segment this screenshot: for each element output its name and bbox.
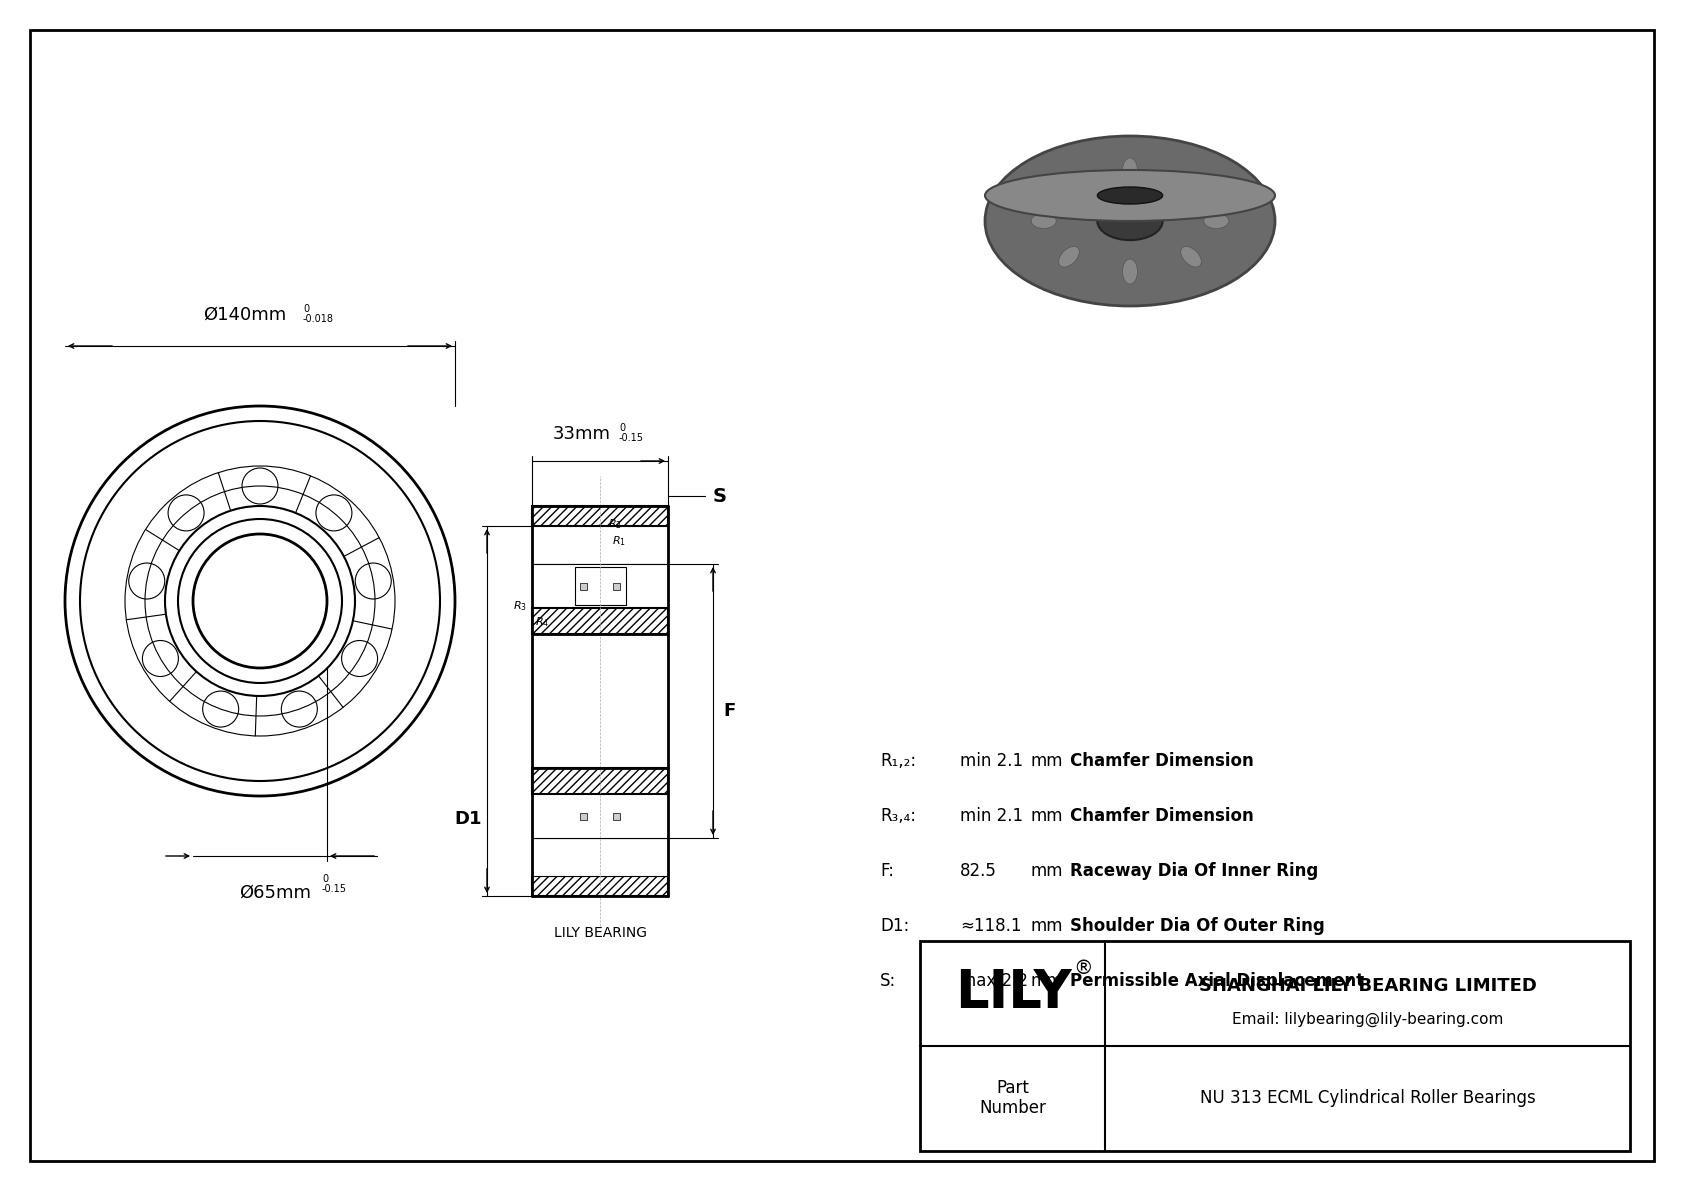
Text: 0: 0 (620, 423, 625, 434)
Text: 0: 0 (322, 874, 328, 884)
Text: Ø140mm: Ø140mm (204, 306, 286, 324)
Ellipse shape (1123, 158, 1137, 183)
Text: D1: D1 (455, 810, 482, 828)
Ellipse shape (1123, 260, 1137, 285)
Bar (574, 567, 625, 605)
Text: min 2.1: min 2.1 (960, 752, 1024, 771)
Text: $R_2$: $R_2$ (608, 517, 621, 531)
Text: ®: ® (1073, 960, 1093, 979)
Bar (532, 768, 669, 794)
Bar (919, 941, 1630, 1151)
Text: D1:: D1: (881, 917, 909, 935)
Text: -0.15: -0.15 (322, 884, 347, 894)
Bar (532, 506, 669, 526)
Text: mm: mm (1031, 807, 1063, 825)
Ellipse shape (985, 136, 1275, 306)
Bar (532, 877, 669, 896)
Text: 0: 0 (303, 304, 310, 314)
Ellipse shape (1180, 247, 1201, 267)
Bar (532, 526, 669, 565)
Ellipse shape (1204, 213, 1229, 229)
Text: NU 313 ECML Cylindrical Roller Bearings: NU 313 ECML Cylindrical Roller Bearings (1199, 1089, 1536, 1106)
Ellipse shape (1059, 175, 1079, 195)
Ellipse shape (1098, 187, 1162, 204)
Text: R₁,₂:: R₁,₂: (881, 752, 916, 771)
Text: mm: mm (1031, 917, 1063, 935)
Text: Raceway Dia Of Inner Ring: Raceway Dia Of Inner Ring (1069, 862, 1319, 880)
Text: Ø65mm: Ø65mm (239, 884, 312, 902)
Ellipse shape (1180, 175, 1201, 195)
Ellipse shape (985, 170, 1275, 222)
Bar (532, 506, 669, 526)
Text: 33mm: 33mm (552, 425, 611, 443)
Text: SHANGHAI LILY BEARING LIMITED: SHANGHAI LILY BEARING LIMITED (1199, 977, 1536, 994)
Text: F: F (722, 701, 736, 721)
Text: ≈118.1: ≈118.1 (960, 917, 1022, 935)
Bar (532, 565, 669, 838)
Bar (613, 582, 620, 590)
Text: S:: S: (881, 972, 896, 990)
Text: Shoulder Dia Of Outer Ring: Shoulder Dia Of Outer Ring (1069, 917, 1325, 935)
Bar (532, 877, 669, 896)
Ellipse shape (1059, 247, 1079, 267)
Text: Chamfer Dimension: Chamfer Dimension (1069, 807, 1255, 825)
Text: min 2.1: min 2.1 (960, 807, 1024, 825)
Text: -0.15: -0.15 (620, 434, 643, 443)
Text: max 2.2: max 2.2 (960, 972, 1027, 990)
Text: mm: mm (1031, 862, 1063, 880)
Text: $R_4$: $R_4$ (536, 616, 549, 629)
Ellipse shape (1098, 202, 1162, 241)
Text: 82.5: 82.5 (960, 862, 997, 880)
Text: Chamfer Dimension: Chamfer Dimension (1069, 752, 1255, 771)
Text: mm: mm (1031, 752, 1063, 771)
Text: $R_1$: $R_1$ (611, 535, 626, 548)
Text: LILY BEARING: LILY BEARING (554, 925, 647, 940)
Bar (532, 607, 669, 634)
Text: LILY: LILY (955, 967, 1071, 1019)
Text: $R_3$: $R_3$ (514, 599, 527, 613)
Text: F:: F: (881, 862, 894, 880)
Bar (532, 607, 669, 634)
Text: mm: mm (1031, 972, 1063, 990)
Text: R₃,₄:: R₃,₄: (881, 807, 916, 825)
Text: Email: lilybearing@lily-bearing.com: Email: lilybearing@lily-bearing.com (1231, 1011, 1504, 1027)
Bar (579, 582, 586, 590)
Ellipse shape (1031, 213, 1056, 229)
Bar (532, 838, 669, 877)
Text: Permissible Axial Displacement: Permissible Axial Displacement (1069, 972, 1364, 990)
Bar (613, 812, 620, 819)
Bar (579, 812, 586, 819)
Bar (532, 768, 669, 794)
Text: Part
Number: Part Number (980, 1079, 1046, 1117)
Text: -0.018: -0.018 (303, 314, 333, 324)
Text: S: S (712, 486, 727, 505)
